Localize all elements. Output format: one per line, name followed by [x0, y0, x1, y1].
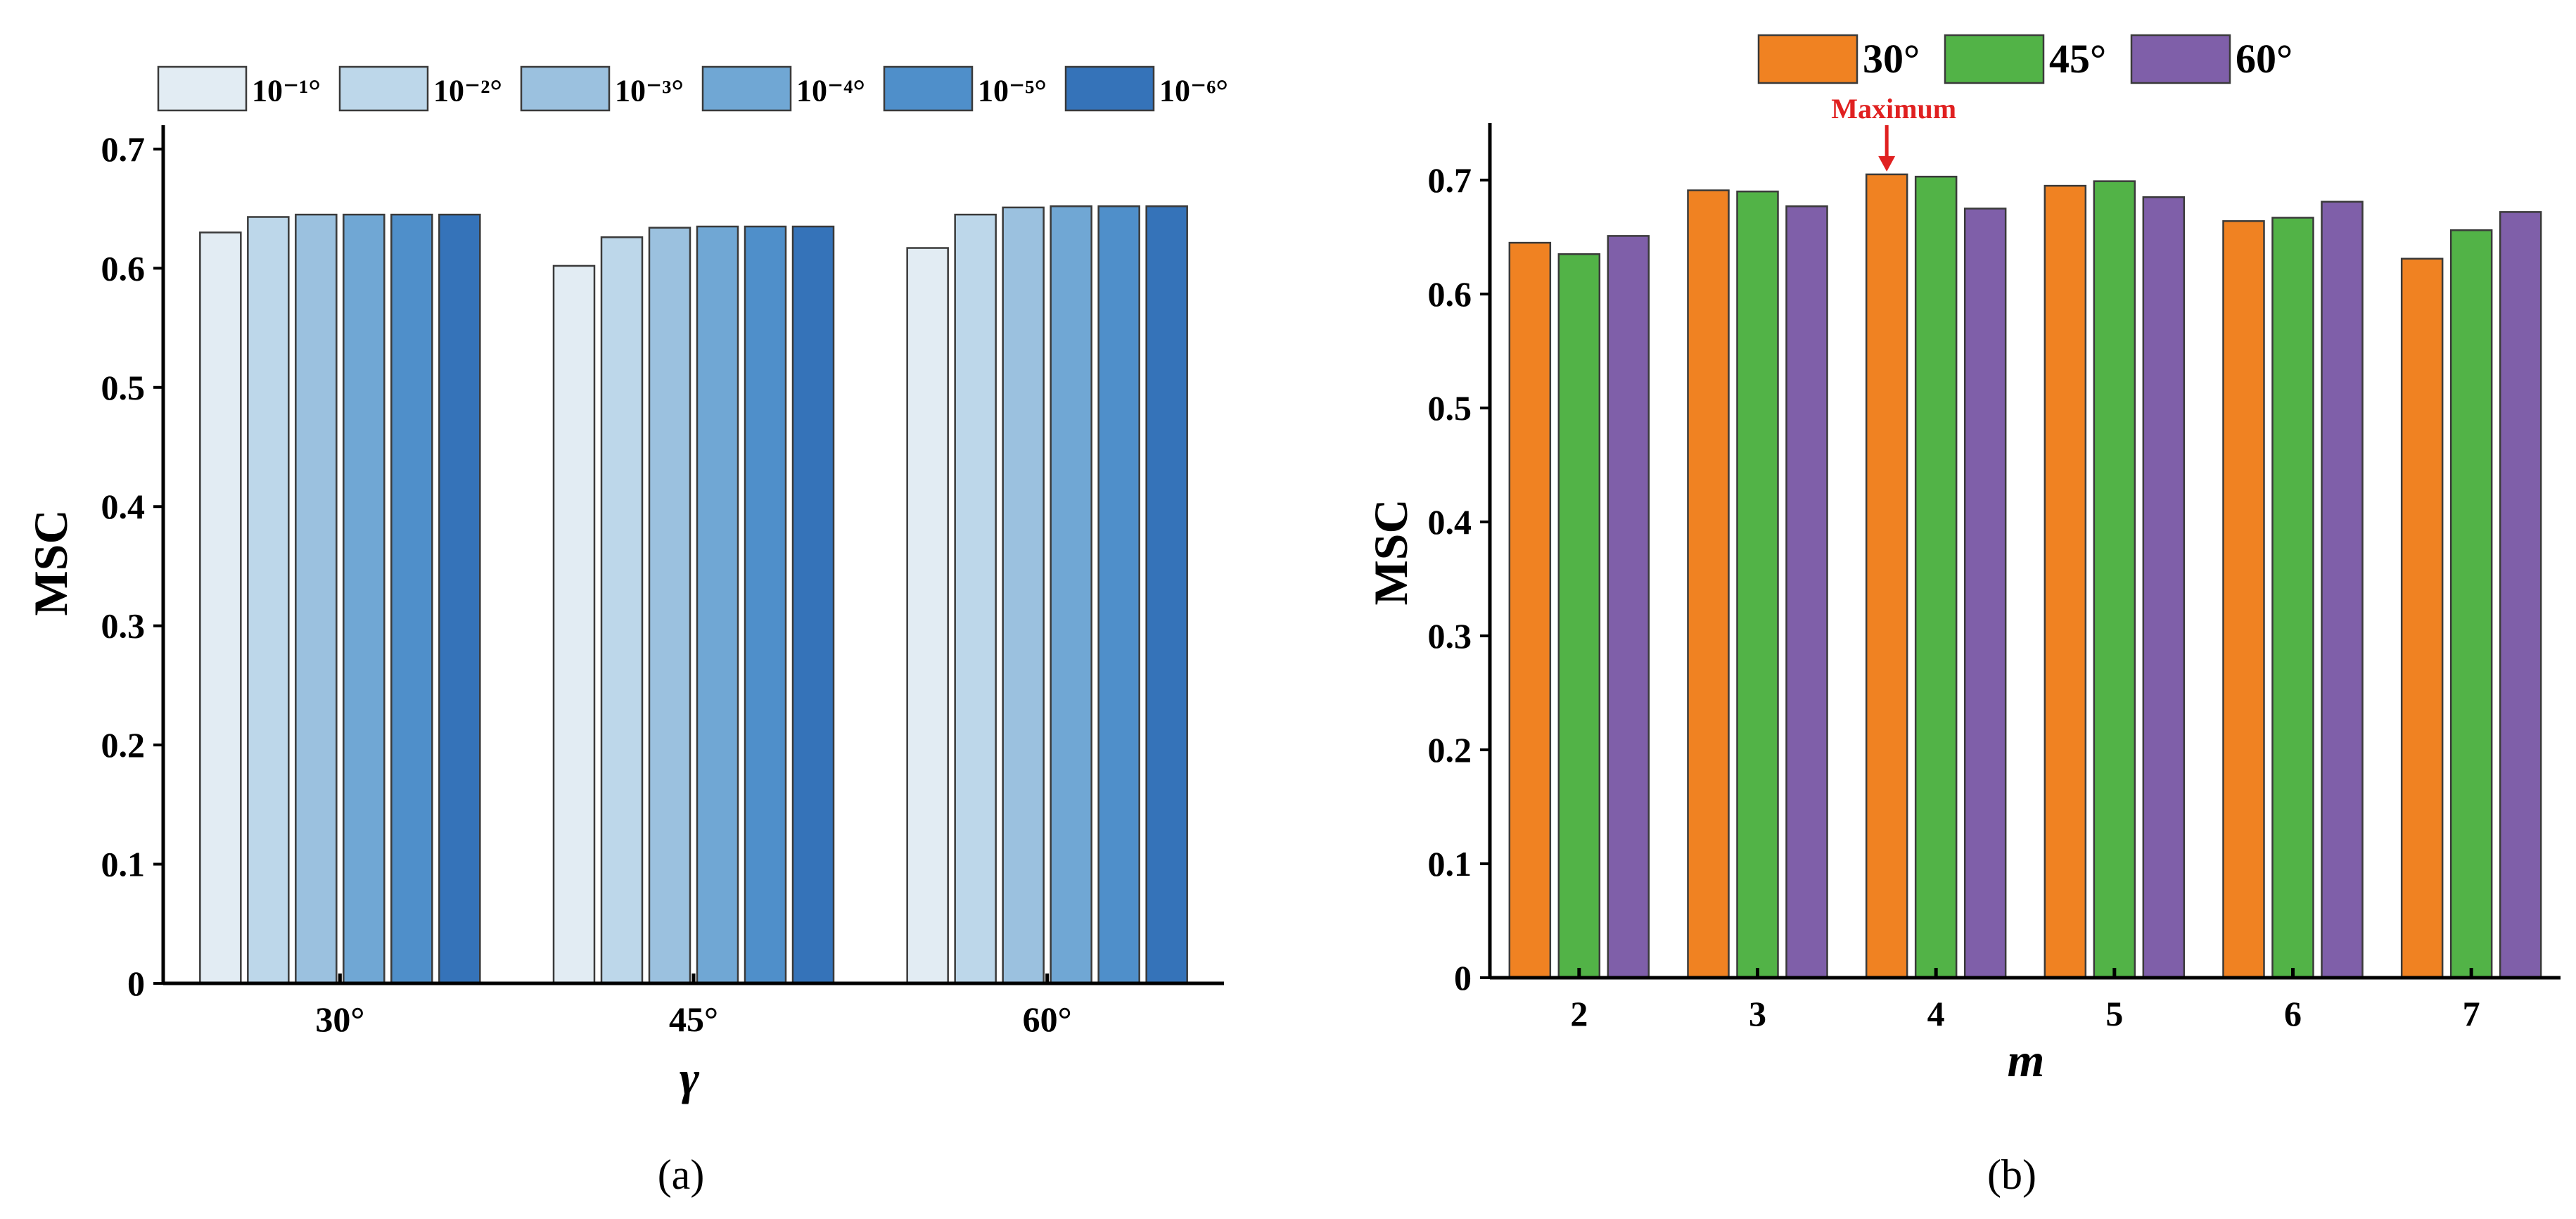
chart-b-x-tick-label: 3	[1749, 994, 1766, 1033]
chart-a-bar	[648, 226, 691, 985]
chart-b-bar	[1785, 205, 1828, 979]
chart-b-y-tick-label: 0.1	[1428, 844, 1472, 883]
chart-b-bar	[1557, 253, 1601, 979]
chart-a-y-tick-label: 0	[127, 964, 145, 1003]
chart-a-caption: (a)	[658, 1151, 705, 1198]
chart-a-bar	[1002, 206, 1045, 985]
chart-b-x-tick-label: 5	[2105, 994, 2123, 1033]
annotation-label: Maximum	[1831, 93, 1956, 125]
chart-a-y-tick-label: 0.6	[101, 248, 146, 288]
chart-a-legend-label: 10⁻¹°	[252, 73, 321, 108]
chart-a-bar	[438, 213, 481, 985]
chart-a-bar	[295, 213, 338, 985]
chart-a-legend-swatch	[701, 65, 792, 112]
chart-b-x-axis-title: m	[2008, 1033, 2045, 1087]
chart-b-bar	[2321, 200, 2364, 979]
chart-a-y-tick-label: 0.4	[101, 487, 146, 526]
chart-b-bar	[2449, 229, 2493, 979]
chart-a-legend-swatch	[157, 65, 248, 112]
chart-b-x-tick-label: 4	[1927, 994, 1945, 1033]
chart-a-legend-label: 10⁻⁴°	[796, 73, 865, 108]
chart-a-legend-label: 10⁻³°	[615, 73, 684, 108]
chart-b-x-tick-label: 2	[1570, 994, 1588, 1033]
chart-a-legend-label: 10⁻²°	[433, 73, 502, 108]
chart-a-bar	[791, 225, 835, 985]
chart-b-legend-swatch	[1944, 34, 2045, 84]
chart-a-y-tick-label: 0.7	[101, 129, 146, 169]
chart-a-legend-swatch	[1064, 65, 1155, 112]
chart-b-legend-label: 30°	[1863, 36, 1920, 82]
chart-b-y-tick-label: 0	[1454, 958, 1472, 997]
chart-a-legend-swatch	[338, 65, 429, 112]
chart-a-y-axis-title: MSC	[24, 509, 77, 615]
chart-b-y-axis-title: MSC	[1364, 499, 1417, 605]
chart-a-y-tick-label: 0.3	[101, 606, 146, 646]
chart-b-bar	[1687, 189, 1730, 979]
chart-b-x-tick-label: 6	[2284, 994, 2302, 1033]
chart-b-y-tick-label: 0.2	[1428, 730, 1472, 770]
chart-a-bar	[552, 264, 596, 985]
chart-b: 30° 45° 60° 0 0.1 0.2 0.3 0.4 0.5 0.6 0.7 2 3 4 5 6 7 M…	[1364, 34, 2561, 1198]
chart-a-bar	[600, 236, 644, 985]
chart-a-bar	[1050, 205, 1092, 985]
chart-b-bar	[2499, 211, 2542, 979]
chart-b-y-tick-label: 0.5	[1428, 388, 1472, 428]
chart-b-legend: 30° 45° 60°	[1757, 34, 2293, 84]
chart-b-bar	[2043, 184, 2087, 979]
chart-a-bar	[906, 247, 949, 985]
chart-b-y-tick-label: 0.7	[1428, 160, 1472, 200]
chart-b-bar	[2142, 196, 2186, 979]
chart-b-bar	[2093, 180, 2136, 979]
chart-a-bars	[199, 205, 1188, 985]
chart-a-legend-label: 10⁻⁵°	[978, 73, 1047, 108]
chart-a-x-tick-label: 30°	[315, 1000, 364, 1039]
chart-b-legend-label: 45°	[2049, 36, 2106, 82]
chart-b-legend-swatch	[1757, 34, 1858, 84]
chart-a-bar	[1097, 205, 1140, 985]
chart-b-bar	[2400, 257, 2444, 979]
chart-b-annotation: Maximum	[1831, 93, 1956, 172]
chart-a-y-tick-label: 0.2	[101, 725, 146, 765]
chart-b-legend-swatch	[2130, 34, 2231, 84]
chart-b-bar	[2222, 220, 2265, 979]
chart-a-bar	[343, 213, 385, 985]
chart-a-bar	[1145, 205, 1188, 985]
chart-b-y-tick-label: 0.3	[1428, 616, 1472, 656]
chart-b-bar	[1914, 175, 1958, 979]
annotation-arrow-head	[1878, 155, 1896, 172]
chart-a-axes: 0 0.1 0.2 0.3 0.4 0.5 0.6 0.7 30° 45° 60°	[101, 125, 1224, 1039]
chart-b-bar	[1508, 241, 1552, 979]
chart-a-legend-label: 10⁻⁶°	[1159, 73, 1228, 108]
chart-b-bar	[1963, 208, 2007, 979]
chart-b-bar	[1736, 190, 1779, 979]
chart-a-y-tick-label: 0.1	[101, 845, 146, 884]
chart-b-axes: 0 0.1 0.2 0.3 0.4 0.5 0.6 0.7 2 3 4 5 6 7	[1428, 123, 2561, 1033]
chart-b-bars	[1508, 173, 2542, 979]
chart-a-legend-swatch	[520, 65, 611, 112]
chart-a-bar	[744, 225, 787, 985]
chart-a: 10⁻¹° 10⁻²° 10⁻³° 10⁻⁴° 10⁻⁵° 10⁻⁶° 0 0.1 0.2 0.…	[24, 65, 1228, 1198]
chart-a-x-tick-label: 60°	[1023, 1000, 1072, 1039]
chart-b-y-tick-label: 0.4	[1428, 502, 1472, 542]
chart-a-bar	[696, 225, 739, 985]
chart-a-legend-swatch	[883, 65, 974, 112]
chart-a-bar	[390, 213, 433, 985]
chart-b-bar	[2271, 217, 2314, 979]
chart-b-y-tick-label: 0.6	[1428, 274, 1472, 314]
chart-a-bar	[247, 216, 290, 985]
chart-a-bar	[954, 213, 997, 985]
chart-b-legend-label: 60°	[2236, 36, 2293, 82]
chart-a-legend: 10⁻¹° 10⁻²° 10⁻³° 10⁻⁴° 10⁻⁵° 10⁻⁶°	[157, 65, 1228, 112]
chart-b-caption: (b)	[1987, 1151, 2036, 1198]
chart-a-x-tick-label: 45°	[669, 1000, 718, 1039]
chart-a-bar	[199, 231, 242, 985]
chart-b-bar	[1865, 173, 1908, 979]
chart-b-x-tick-label: 7	[2463, 994, 2480, 1033]
chart-a-y-tick-label: 0.5	[101, 368, 146, 407]
chart-a-x-axis-title: γ	[680, 1051, 700, 1104]
chart-b-bar	[1607, 235, 1650, 979]
